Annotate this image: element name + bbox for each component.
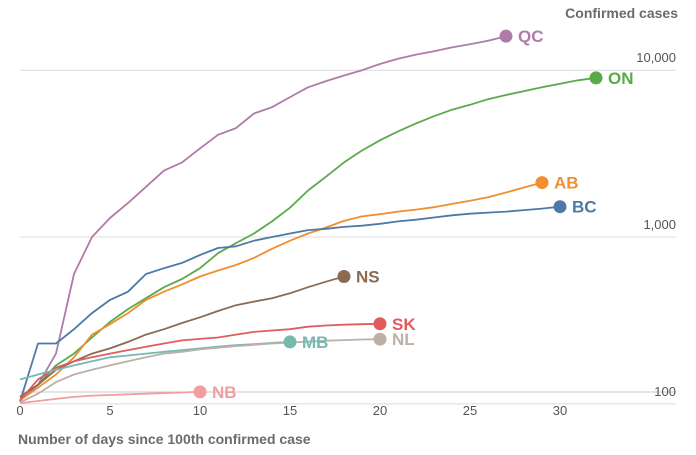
- series-line-ab: [19, 181, 543, 402]
- series-line-on: [19, 76, 597, 398]
- series-line-mb: [19, 341, 291, 381]
- y-tick-label: 10,000: [636, 50, 676, 65]
- x-tick-label: 5: [106, 403, 113, 418]
- series-label-nb: NB: [212, 383, 237, 402]
- x-tick-label: 15: [283, 403, 297, 418]
- x-tick-label: 25: [463, 403, 477, 418]
- series-line-nb: [19, 390, 201, 404]
- end-marker-bc: [553, 200, 567, 214]
- series-label-sk: SK: [392, 315, 416, 334]
- x-tick-label: 20: [373, 403, 387, 418]
- series-label-mb: MB: [302, 333, 328, 352]
- series-label-qc: QC: [518, 27, 544, 46]
- end-marker-ab: [535, 176, 549, 190]
- series-label-nl: NL: [392, 330, 415, 349]
- x-tick-label: 10: [193, 403, 207, 418]
- y-axis-ticks: 100 1,000 10,000: [636, 50, 676, 399]
- series-line-bc: [19, 205, 561, 402]
- series-line-qc: [19, 35, 507, 401]
- y-tick-label: 1,000: [643, 217, 676, 232]
- x-axis-title: Number of days since 100th confirmed cas…: [18, 431, 311, 447]
- series-label-bc: BC: [572, 198, 597, 217]
- series-line-sk: [19, 322, 381, 401]
- end-marker-sk: [373, 317, 387, 331]
- series-label-on: ON: [608, 69, 634, 88]
- series-label-ab: AB: [554, 174, 579, 193]
- series-label-ns: NS: [356, 267, 380, 286]
- end-marker-mb: [283, 335, 297, 349]
- end-marker-nb: [193, 385, 207, 399]
- x-axis-ticks: 0 5 10 15 20 25 30: [16, 403, 567, 418]
- x-tick-label: 30: [553, 403, 567, 418]
- end-marker-nl: [373, 332, 387, 346]
- y-axis-title: Confirmed cases: [565, 5, 678, 21]
- series-lines: [19, 35, 597, 404]
- end-marker-qc: [499, 29, 513, 43]
- series-line-nl: [19, 338, 381, 404]
- end-marker-ns: [337, 269, 351, 283]
- gridlines: [20, 69, 676, 405]
- x-tick-label: 0: [16, 403, 23, 418]
- series-labels: QC ON AB BC NS SK MB NL NB: [212, 27, 634, 402]
- series-end-markers: [193, 29, 603, 399]
- end-marker-on: [589, 71, 603, 85]
- y-tick-label: 100: [654, 384, 676, 399]
